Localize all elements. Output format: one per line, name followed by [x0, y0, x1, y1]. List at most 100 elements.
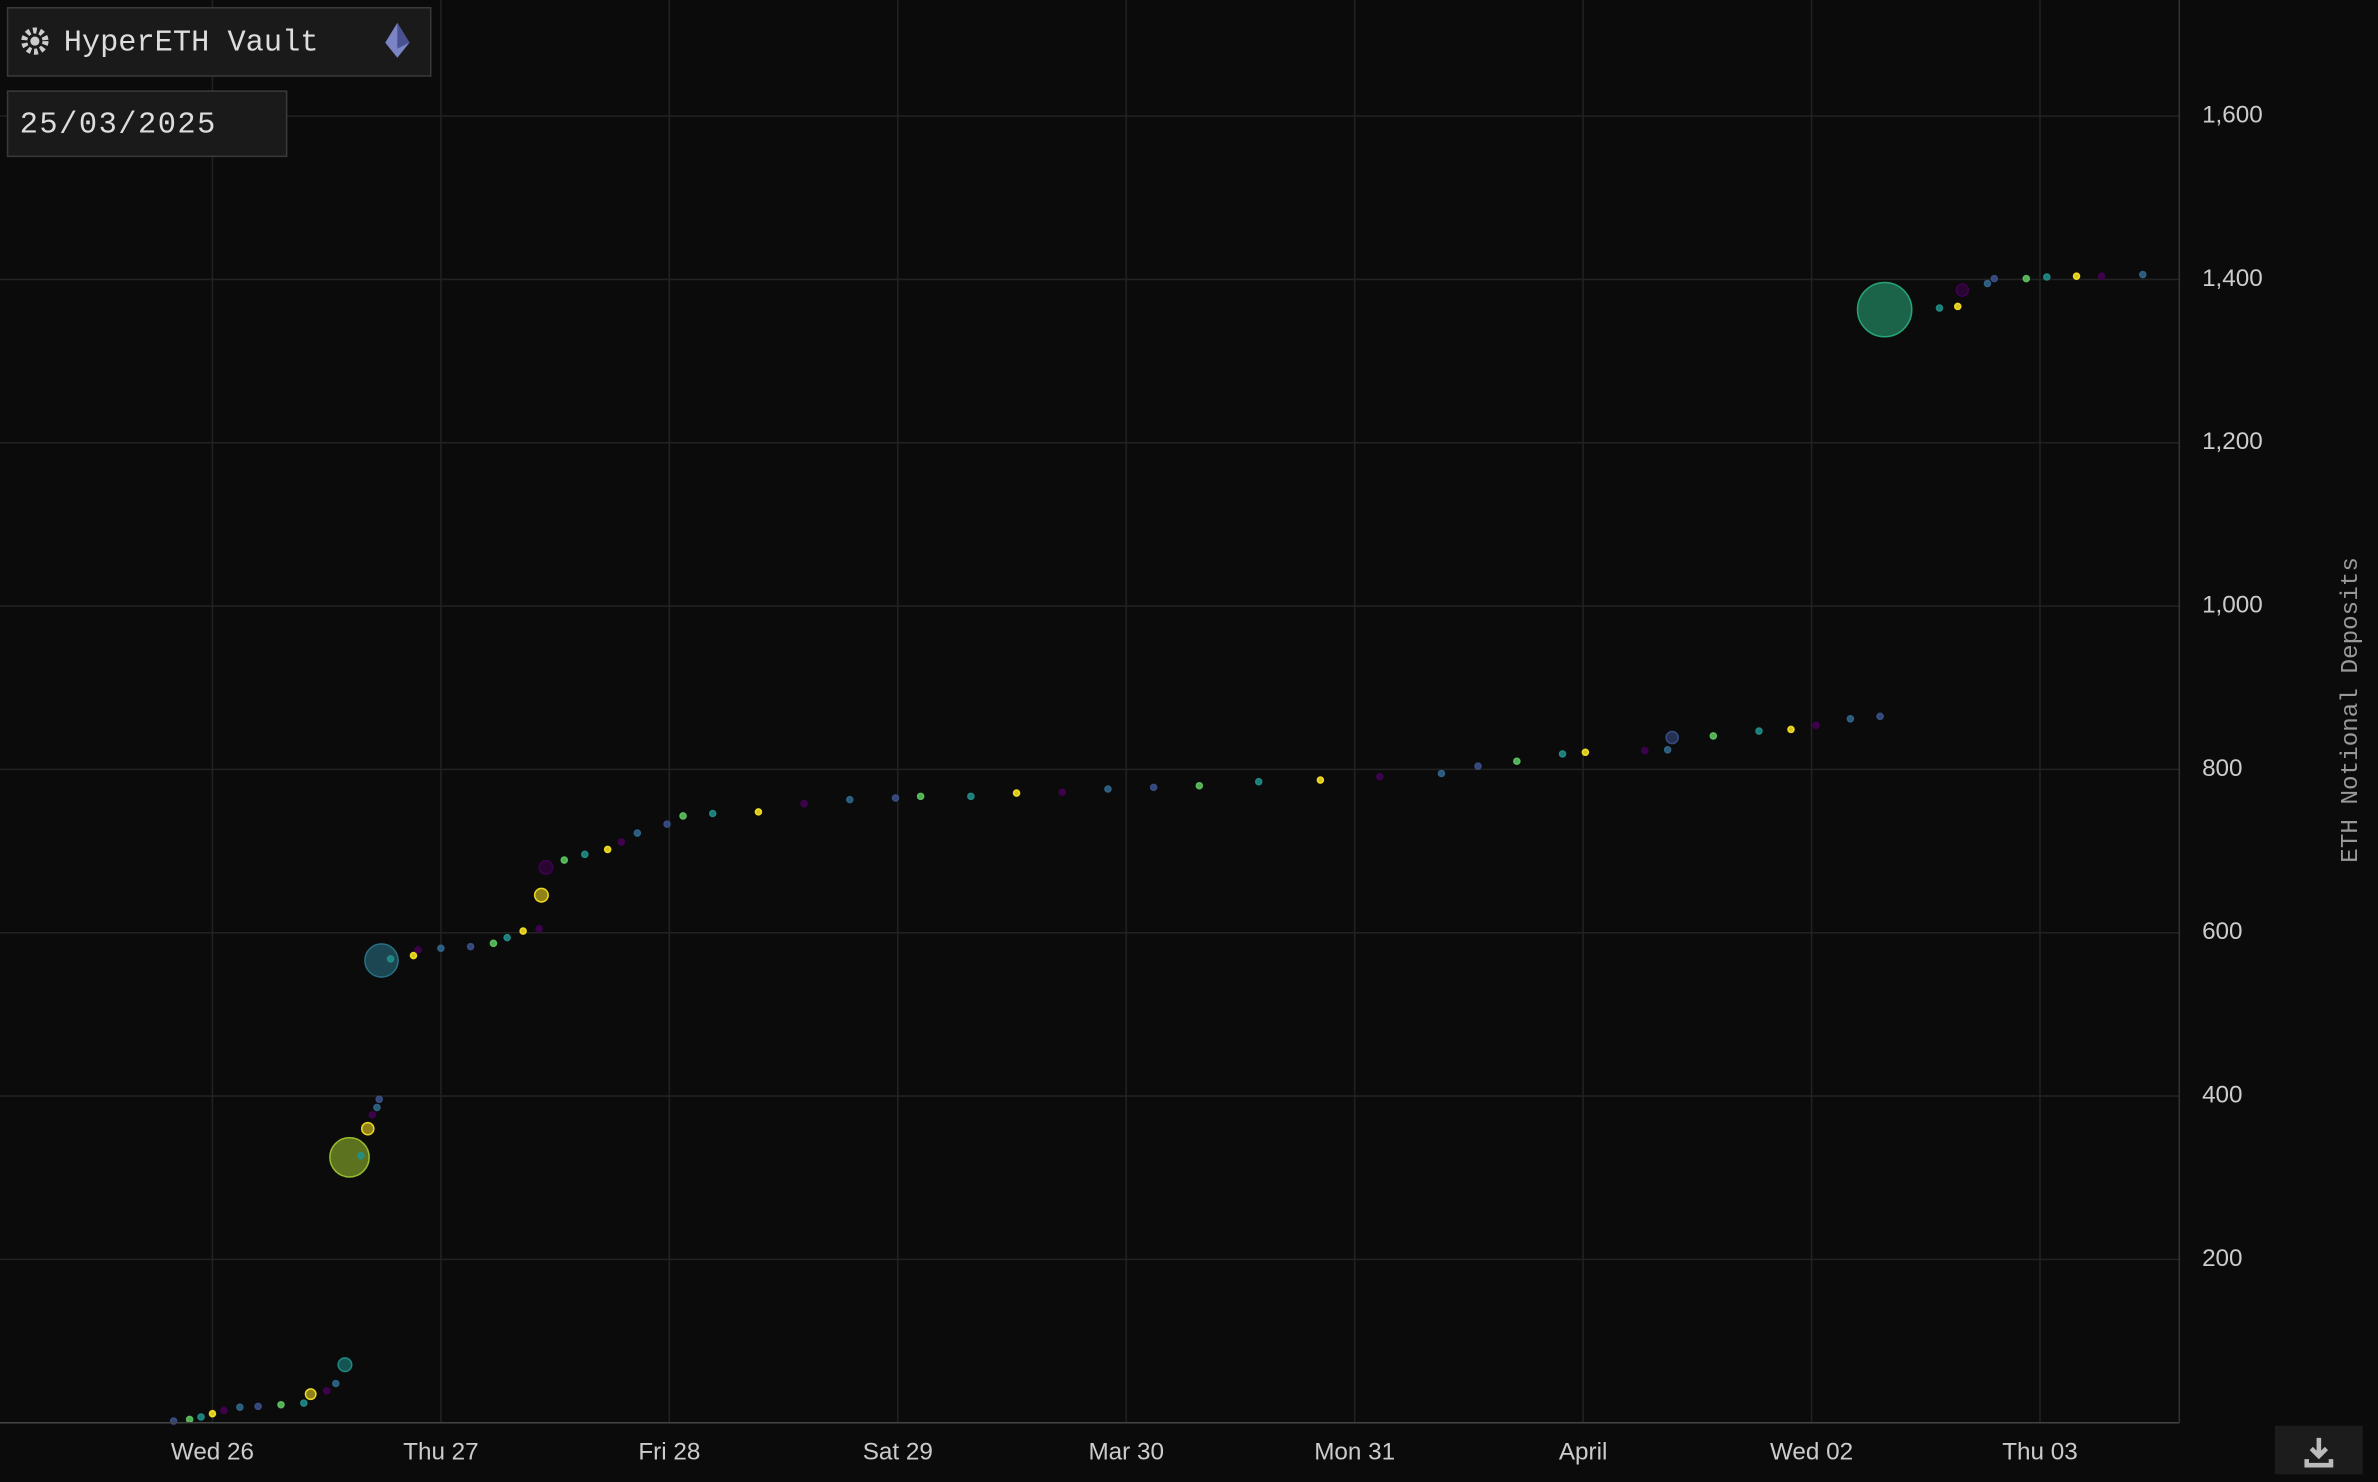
x-tick-label: Wed 02 — [1770, 1438, 1853, 1465]
deposit-point — [1640, 746, 1649, 755]
deposit-point — [1876, 712, 1884, 721]
date-value: 25/03/2025 — [20, 109, 217, 143]
deposit-point — [1663, 746, 1672, 754]
x-tick-label: Thu 27 — [403, 1438, 479, 1465]
deposit-point — [332, 1379, 340, 1388]
y-tick-label: 1,000 — [2202, 591, 2263, 618]
deposit-point — [409, 951, 418, 960]
deposit-point — [1474, 762, 1482, 770]
deposit-point — [437, 944, 445, 953]
deposit-point — [1935, 304, 1944, 312]
deposit-point — [1104, 785, 1112, 793]
deposit-point — [1195, 781, 1204, 790]
deposit-point — [663, 820, 671, 828]
deposit-point — [1812, 721, 1820, 730]
deposit-point — [967, 792, 975, 801]
deposit-point — [560, 856, 569, 864]
vault-button[interactable]: HyperETH Vault — [6, 6, 432, 77]
y-tick-label: 1,600 — [2202, 102, 2263, 129]
deposit-point — [800, 799, 808, 808]
deposit-point — [197, 1413, 205, 1421]
deposit-point — [1755, 727, 1763, 735]
deposit-point — [2022, 274, 2031, 283]
deposit-point — [633, 829, 642, 837]
deposit-point — [617, 838, 626, 846]
x-tick-label: Fri 28 — [638, 1438, 700, 1465]
vault-title: HyperETH Vault — [64, 27, 319, 61]
x-tick-label: Mar 30 — [1088, 1438, 1163, 1465]
deposit-point — [1709, 732, 1718, 740]
deposit-point — [538, 859, 554, 875]
x-tick-label: Thu 03 — [2002, 1438, 2078, 1465]
deposit-point — [708, 809, 717, 818]
deposit-point — [1513, 757, 1521, 766]
vault-button-box[interactable] — [6, 6, 432, 77]
deposit-point — [1558, 750, 1567, 758]
x-tick-label: Wed 26 — [171, 1438, 254, 1465]
deposit-point — [375, 1095, 384, 1104]
x-tick-label: April — [1559, 1438, 1608, 1465]
y-tick-label: 600 — [2202, 918, 2242, 945]
deposit-point — [373, 1103, 381, 1112]
deposit-point — [2097, 272, 2106, 280]
deposit-point — [254, 1402, 262, 1411]
date-input[interactable]: 25/03/2025 — [6, 90, 288, 158]
y-tick-label: 400 — [2202, 1081, 2242, 1108]
deposit-point — [1955, 283, 1970, 297]
eth-icon-shade — [397, 22, 410, 49]
deposit-point — [1058, 788, 1067, 797]
deposit-point — [1149, 783, 1158, 792]
deposit-point — [360, 1121, 375, 1136]
download-button[interactable] — [2274, 1425, 2363, 1475]
deposit-point — [489, 939, 498, 948]
deposit-point — [916, 792, 925, 801]
deposit-point — [236, 1403, 244, 1411]
date-input-box[interactable] — [6, 90, 288, 158]
deposit-point — [1012, 789, 1021, 797]
deposit-point — [1665, 730, 1680, 745]
deposit-point — [1316, 776, 1325, 784]
deposit-point — [300, 1399, 308, 1407]
deposit-point — [603, 845, 612, 854]
y-axis-label: ETH Notional Deposits — [2338, 557, 2365, 863]
deposit-point — [2043, 273, 2051, 281]
x-tick-label: Sat 29 — [863, 1438, 933, 1465]
deposit-point — [1983, 279, 1992, 288]
deposit-point — [1990, 274, 1999, 283]
deposit-point — [846, 795, 854, 804]
deposit-point — [322, 1387, 331, 1395]
deposit-point — [533, 887, 549, 903]
deposit-point — [414, 946, 422, 954]
deposit-point — [357, 1151, 365, 1160]
y-tick-label: 200 — [2202, 1245, 2242, 1272]
y-tick-label: 1,400 — [2202, 265, 2263, 292]
deposit-point — [2138, 270, 2147, 279]
gear-icon — [21, 27, 49, 55]
deposit-point — [466, 942, 475, 951]
deposit-point — [1437, 769, 1446, 778]
y-tick-label: 800 — [2202, 755, 2242, 782]
deposit-point — [1375, 772, 1384, 781]
deposit-point — [535, 924, 543, 933]
deposit-point — [1787, 725, 1795, 734]
deposit-point — [1856, 281, 1913, 338]
deposit-point — [368, 1111, 377, 1119]
deposit-point — [220, 1406, 228, 1415]
deposit-point — [519, 927, 527, 935]
deposit-point — [581, 850, 589, 859]
deposit-point — [1953, 302, 1962, 311]
deposit-point — [2072, 272, 2081, 280]
deposit-point — [185, 1415, 194, 1424]
deposit-point — [386, 955, 395, 963]
deposit-point — [304, 1388, 317, 1401]
y-tick-label: 1,200 — [2202, 428, 2263, 455]
gear-icon-center — [30, 36, 40, 46]
deposit-point — [364, 943, 399, 978]
deposit-point — [679, 812, 687, 820]
deposit-point — [891, 794, 900, 802]
deposit-point — [503, 933, 511, 942]
download-icon — [2304, 1437, 2334, 1468]
deposit-point — [277, 1400, 285, 1409]
deposit-point — [1846, 714, 1855, 723]
